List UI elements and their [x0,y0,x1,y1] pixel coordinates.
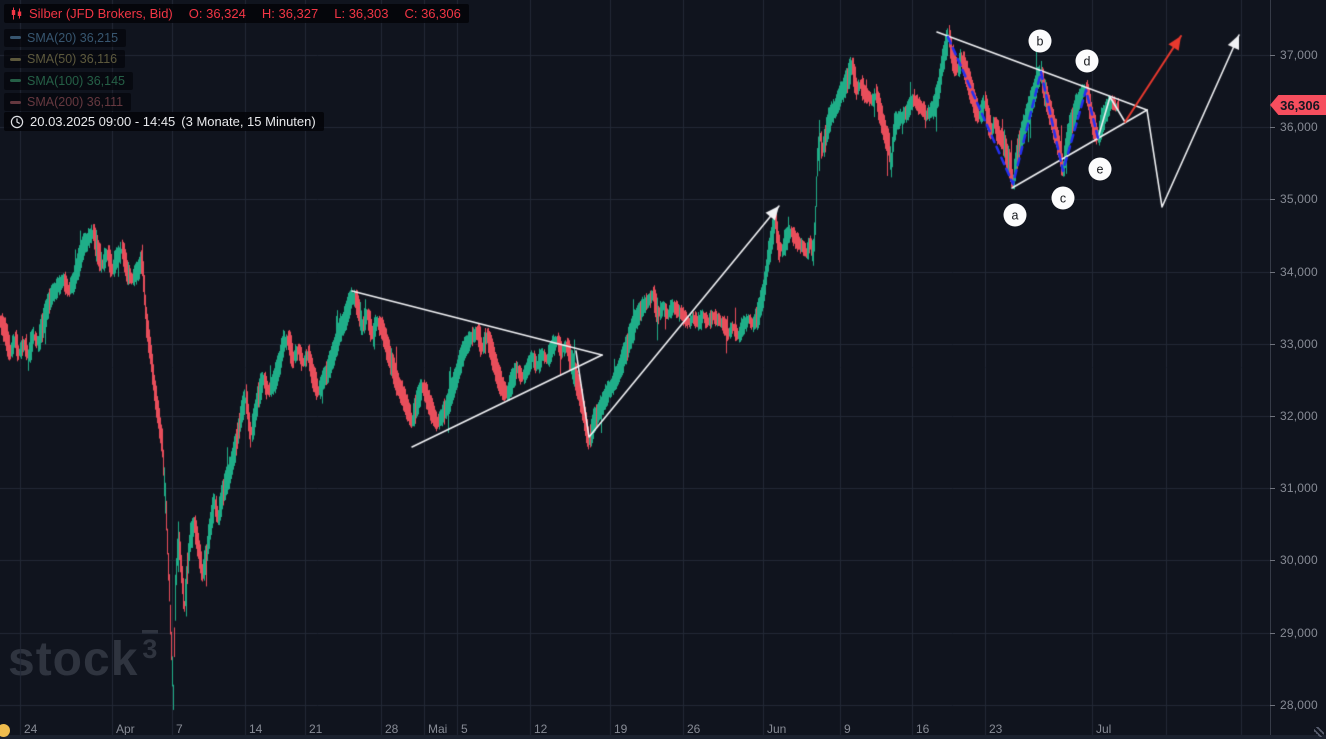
wave-label-c[interactable]: c [1051,186,1075,210]
x-axis-label: 14 [249,722,263,736]
wave-label-a[interactable]: a [1003,203,1027,227]
wave-label-e[interactable]: e [1088,157,1112,181]
ohlc-close: C: 36,306 [404,6,461,21]
y-axis-label: 30,000 [1280,553,1318,567]
x-axis-label: 5 [461,722,468,736]
x-axis-label: 19 [614,722,628,736]
y-axis-label: 29,000 [1280,626,1318,640]
y-axis-tick [1270,344,1275,345]
y-axis-tick [1270,488,1275,489]
y-axis-tick [1270,55,1275,56]
x-axis-label: Apr [116,722,135,736]
indicator-row-sma200[interactable]: SMA(200) 36,111 [4,93,132,111]
x-axis-label: 7 [176,722,183,736]
x-axis-label: Jun [767,722,787,736]
y-axis-tick [1270,705,1275,706]
indicator-label: SMA(100) 36,145 [27,73,125,88]
indicator-dash-icon [10,36,21,39]
y-axis-tick [1270,560,1275,561]
last-price-value: 36,306 [1280,97,1320,113]
y-axis-tick [1270,633,1275,634]
indicator-row-sma20[interactable]: SMA(20) 36,215 [4,28,127,47]
price-axis-separator [1270,0,1271,739]
instrument-name: Silber (JFD Brokers, Bid) [29,6,173,21]
x-axis-label: 12 [534,722,548,736]
indicator-dash-icon [10,57,21,61]
x-axis-label: 24 [24,722,38,736]
x-axis-label: 21 [309,722,323,736]
indicator-label: SMA(200) 36,111 [27,95,124,109]
y-axis-tick [1270,127,1275,128]
bottom-window-bar [0,735,1326,739]
x-axis-label: Mai [428,722,448,736]
y-axis-tick [1270,272,1275,273]
resize-handle-icon[interactable] [1314,727,1324,737]
x-axis-label: 23 [989,722,1003,736]
indicator-label: SMA(50) 36,116 [27,52,118,66]
indicator-dash-icon [10,100,21,104]
candlestick-icon [11,7,22,20]
x-axis-label: 28 [385,722,399,736]
y-axis-label: 35,000 [1280,192,1318,206]
indicator-dash-icon [10,79,21,82]
x-axis-label: 16 [916,722,930,736]
y-axis-tick [1270,416,1275,417]
y-axis-label: 36,000 [1280,120,1318,134]
ohlc-high: H: 36,327 [261,6,319,21]
y-axis-tick [1270,199,1275,200]
notification-dot[interactable] [0,724,10,737]
timeframe-detail-text: (3 Monate, 15 Minuten) [181,114,316,129]
wave-label-b[interactable]: b [1028,29,1052,53]
indicator-row-sma100[interactable]: SMA(100) 36,145 [4,71,133,90]
y-axis-label: 34,000 [1280,265,1318,279]
y-axis-label: 31,000 [1280,481,1318,495]
indicator-row-sma50[interactable]: SMA(50) 36,116 [4,50,126,68]
ohlc-low: L: 36,303 [334,6,389,21]
time-axis-panel[interactable] [0,717,1270,735]
x-axis-label: 26 [687,722,701,736]
indicator-legend-rows: SMA(20) 36,215 SMA(50) 36,116 SMA(100) 36,… [4,26,469,111]
y-axis-label: 37,000 [1280,48,1318,62]
x-axis-label: 9 [844,722,851,736]
clock-icon [10,115,24,128]
y-axis-label: 32,000 [1280,409,1318,423]
y-axis-label: 28,000 [1280,698,1318,712]
wave-label-d[interactable]: d [1075,49,1099,73]
timeframe-row: 20.03.2025 09:00 - 14:45 (3 Monate, 15 M… [4,112,324,131]
x-axis-label: Jul [1096,722,1112,736]
y-axis-label: 33,000 [1280,337,1318,351]
ohlc-open: O: 36,324 [188,6,246,21]
last-price-badge: 36,306 [1270,95,1326,115]
timestamp-text: 20.03.2025 09:00 - 14:45 [30,114,176,129]
chart-legend: Silber (JFD Brokers, Bid) O: 36,324 H: 3… [4,4,469,135]
indicator-label: SMA(20) 36,215 [27,30,119,45]
instrument-legend-row[interactable]: Silber (JFD Brokers, Bid) O: 36,324 H: 3… [4,4,469,23]
